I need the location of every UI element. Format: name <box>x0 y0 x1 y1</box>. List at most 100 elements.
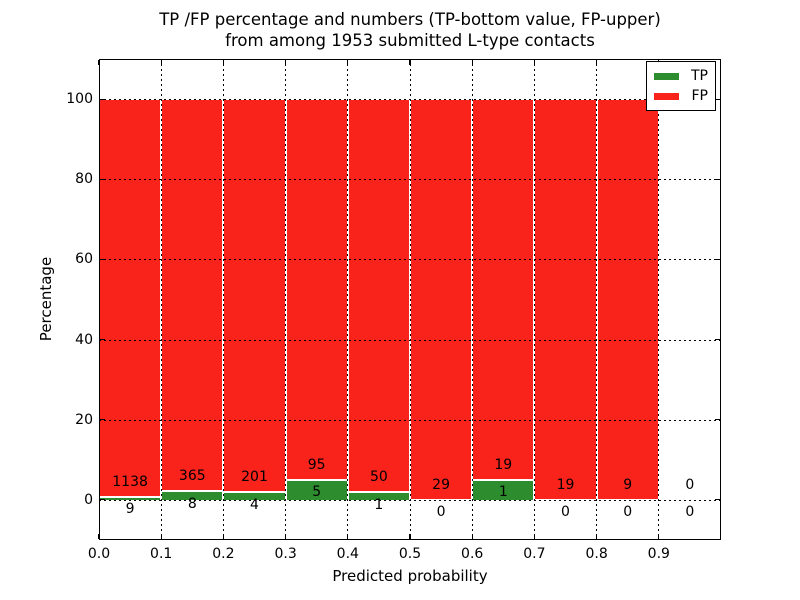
y-tick-label-40: 40 <box>75 331 93 348</box>
fp-bar-3 <box>285 99 348 480</box>
tp-count-label: 0 <box>436 504 446 521</box>
tp-count-label: 9 <box>125 501 135 518</box>
y-tick-right <box>715 419 720 421</box>
tp-count-label: 5 <box>312 484 322 501</box>
x-tick-top <box>285 60 287 65</box>
x-tick-top <box>98 60 100 65</box>
x-tick-bottom <box>160 534 162 539</box>
legend-label-fp: FP <box>691 88 709 104</box>
v-gridline-0.5 <box>409 59 411 540</box>
fp-count-label: 0 <box>685 476 695 493</box>
x-tick-bottom <box>596 534 598 539</box>
legend-item-tp: TP <box>654 68 708 84</box>
v-gridline-0.4 <box>347 59 349 540</box>
x-tick-label-0.5: 0.5 <box>398 546 422 562</box>
tp-swatch-icon <box>654 72 679 80</box>
fp-bar-0 <box>99 99 162 497</box>
fp-count-label: 201 <box>241 469 268 486</box>
x-tick-bottom <box>285 534 287 539</box>
x-axis-label: Predicted probability <box>332 567 488 585</box>
x-tick-bottom <box>409 534 411 539</box>
y-tick-left <box>100 419 105 421</box>
y-tick-right <box>715 499 720 501</box>
x-tick-label-0.3: 0.3 <box>274 546 297 562</box>
tp-count-label: 0 <box>623 504 633 521</box>
v-gridline-0.7 <box>533 59 535 540</box>
v-gridline-0.8 <box>596 59 598 540</box>
fp-count-label: 19 <box>556 476 575 493</box>
legend-item-fp: FP <box>654 88 708 104</box>
fp-bar-5 <box>410 99 473 500</box>
fp-count-label: 29 <box>432 476 451 493</box>
tp-bar-3 <box>285 479 348 500</box>
y-tick-right <box>715 178 720 180</box>
x-tick-label-0.4: 0.4 <box>336 546 359 562</box>
v-gridline-0.2 <box>222 59 224 540</box>
x-tick-top <box>222 60 224 65</box>
tp-bar-2 <box>223 492 286 500</box>
y-tick-right <box>715 339 720 341</box>
fp-bar-8 <box>596 99 659 500</box>
x-tick-top <box>533 60 535 65</box>
fp-count-label: 19 <box>494 456 513 473</box>
v-gridline-0.3 <box>285 59 287 540</box>
x-tick-label-0.6: 0.6 <box>461 546 484 562</box>
y-tick-right <box>715 98 720 100</box>
x-tick-label-0.1: 0.1 <box>150 546 173 562</box>
y-tick-left <box>100 178 105 180</box>
v-gridline-0.9 <box>658 59 660 540</box>
tp-bar-4 <box>347 492 410 500</box>
x-tick-top <box>471 60 473 65</box>
y-tick-label-60: 60 <box>75 251 93 268</box>
y-tick-label-0: 0 <box>84 491 93 508</box>
x-tick-top <box>409 60 411 65</box>
x-tick-bottom <box>658 534 660 539</box>
tp-count-label: 4 <box>250 496 259 513</box>
x-tick-label-0.7: 0.7 <box>523 546 546 562</box>
y-tick-left <box>100 499 105 501</box>
y-axis-label: Percentage <box>37 256 55 342</box>
x-tick-label-0.2: 0.2 <box>212 546 235 562</box>
tp-count-label: 8 <box>187 495 197 512</box>
y-tick-left <box>100 98 105 100</box>
y-tick-label-20: 20 <box>75 411 93 428</box>
x-tick-top <box>347 60 349 65</box>
y-tick-label-100: 100 <box>66 91 93 108</box>
chart-title-line2: from among 1953 submitted L-type contact… <box>225 31 595 50</box>
x-tick-top <box>160 60 162 65</box>
fp-count-label: 1138 <box>112 473 148 490</box>
legend: TP FP <box>646 61 716 111</box>
fp-count-label: 9 <box>623 476 633 493</box>
tp-count-label: 1 <box>498 484 508 501</box>
fp-count-label: 95 <box>307 456 326 473</box>
v-gridline-0.6 <box>471 59 473 540</box>
y-tick-left <box>100 339 105 341</box>
x-tick-label-0.8: 0.8 <box>585 546 608 562</box>
tp-count-label: 0 <box>561 504 570 521</box>
x-tick-bottom <box>347 534 349 539</box>
x-tick-label-0.0: 0.0 <box>87 546 111 562</box>
fp-bar-6 <box>472 99 535 480</box>
v-gridline-0.1 <box>160 59 162 540</box>
tp-count-label: 0 <box>685 504 695 521</box>
chart-title-line1: TP /FP percentage and numbers (TP-bottom… <box>159 10 661 29</box>
fp-bar-7 <box>534 99 597 500</box>
fp-bar-4 <box>347 99 410 493</box>
tp-count-label: 1 <box>374 496 384 513</box>
x-tick-top <box>596 60 598 65</box>
fp-bar-2 <box>223 99 286 493</box>
fp-bar-1 <box>161 99 224 492</box>
fp-count-label: 50 <box>369 469 388 486</box>
x-tick-label-0.9: 0.9 <box>647 546 670 562</box>
x-tick-bottom <box>222 534 224 539</box>
fp-count-label: 365 <box>178 468 206 485</box>
tp-bar-6 <box>472 479 535 500</box>
y-tick-right <box>715 258 720 260</box>
x-tick-bottom <box>98 534 100 539</box>
y-tick-label-80: 80 <box>75 171 93 188</box>
chart-title: TP /FP percentage and numbers (TP-bottom… <box>99 9 721 51</box>
tp-bar-1 <box>161 491 224 500</box>
x-tick-bottom <box>533 534 535 539</box>
y-tick-left <box>100 258 105 260</box>
